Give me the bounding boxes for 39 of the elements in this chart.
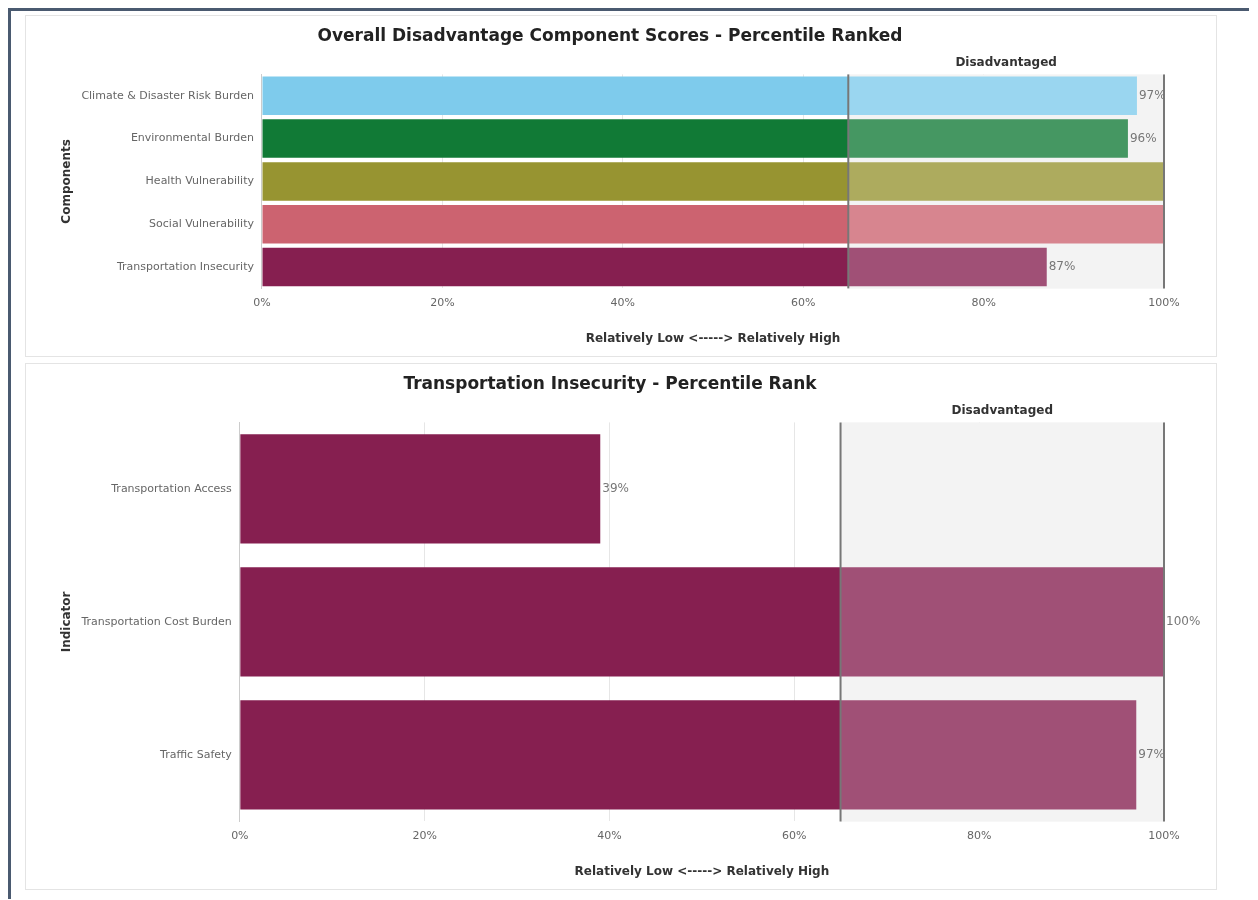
- x-axis-title: Relatively Low <-----> Relatively High: [585, 330, 841, 345]
- x-tick-label: 100%: [1148, 295, 1180, 309]
- band-label: Disadvantaged: [951, 402, 1054, 417]
- x-tick-label: 60%: [782, 828, 807, 842]
- x-tick-label: 60%: [790, 295, 816, 309]
- data-label: 39%: [602, 481, 629, 496]
- bar: [262, 76, 1137, 116]
- x-tick-label: 0%: [231, 828, 249, 842]
- band-label: Disadvantaged: [955, 54, 1057, 69]
- x-tick-label: 0%: [253, 295, 271, 309]
- y-axis-title: Components: [59, 139, 74, 224]
- x-tick-label: 20%: [412, 828, 437, 842]
- y-tick-label: Climate & Disaster Risk Burden: [81, 88, 255, 102]
- y-axis-title: Indicator: [59, 591, 74, 653]
- data-label: 97%: [1138, 747, 1165, 762]
- x-tick-label: 40%: [597, 828, 622, 842]
- x-tick-label: 80%: [971, 295, 996, 309]
- bar: [262, 247, 1047, 287]
- data-label: 87%: [1048, 259, 1076, 274]
- bar: [262, 119, 1128, 158]
- x-tick-label: 80%: [966, 828, 992, 842]
- bar: [262, 204, 1164, 244]
- x-tick-label: 100%: [1148, 828, 1180, 842]
- y-tick-label: Environmental Burden: [130, 131, 255, 145]
- x-tick-label: 40%: [610, 295, 636, 309]
- y-tick-label: Transportation Cost Burden: [80, 614, 232, 628]
- y-tick-label: Social Vulnerability: [149, 217, 255, 231]
- bar: [262, 162, 1164, 201]
- y-tick-label: Transportation Access: [110, 481, 233, 495]
- x-axis-title: Relatively Low <-----> Relatively High: [574, 863, 830, 878]
- y-tick-label: Health Vulnerability: [145, 174, 255, 188]
- data-label: 100%: [1166, 614, 1201, 629]
- y-tick-label: Traffic Safety: [159, 747, 233, 761]
- bar: [240, 434, 601, 544]
- y-tick-label: Transportation Insecurity: [115, 259, 255, 273]
- x-tick-label: 20%: [430, 295, 455, 309]
- chart-title: Overall Disadvantage Component Scores - Percentile Ranked: [317, 24, 903, 45]
- chart-title: Transportation Insecurity - Percentile Rank: [403, 372, 818, 393]
- data-label: 96%: [1129, 130, 1157, 145]
